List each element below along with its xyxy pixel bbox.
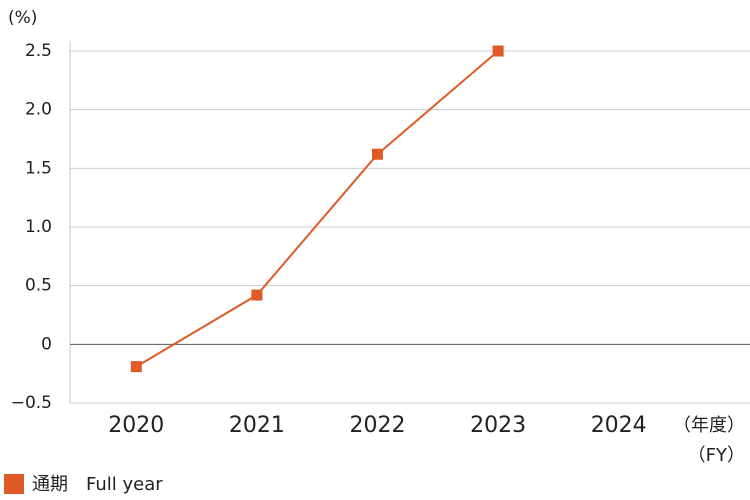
x-tick-label: 2020: [108, 413, 164, 438]
y-tick-label: 1.0: [25, 217, 52, 237]
data-point: [372, 148, 383, 160]
legend-label: 通期 Full year: [32, 474, 163, 495]
data-point: [251, 289, 263, 301]
data-line: [135, 50, 499, 368]
y-tick-label: −0.5: [11, 393, 52, 413]
legend-swatch: [4, 474, 24, 494]
y-axis-label: (%): [8, 8, 37, 28]
y-tick-label: 0.5: [25, 276, 52, 296]
y-tick-label: 0: [41, 334, 52, 354]
x-axis-label: （FY）: [688, 445, 745, 466]
data-point: [130, 361, 142, 373]
x-axis-label: （年度）: [673, 415, 745, 436]
x-tick-label: 2021: [229, 413, 285, 438]
y-tick-label: 1.5: [25, 158, 52, 178]
y-tick-label: 2.0: [25, 100, 52, 120]
x-tick-label: 2022: [350, 413, 406, 438]
x-tick-label: 2023: [470, 413, 526, 438]
x-tick-label: 2024: [591, 413, 647, 438]
data-point: [492, 45, 504, 57]
y-tick-label: 2.5: [25, 41, 52, 61]
